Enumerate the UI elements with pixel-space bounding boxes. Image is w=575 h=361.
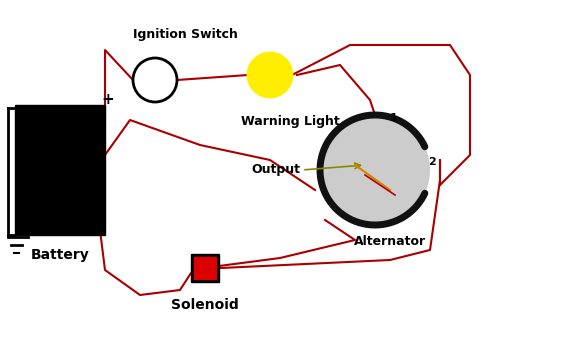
Circle shape bbox=[320, 115, 430, 225]
Text: Ignition Switch: Ignition Switch bbox=[133, 28, 237, 41]
Circle shape bbox=[248, 53, 292, 97]
Bar bbox=[15, 105, 105, 235]
Text: 2: 2 bbox=[428, 157, 436, 167]
Text: Battery: Battery bbox=[30, 248, 89, 262]
Text: Solenoid: Solenoid bbox=[171, 298, 239, 312]
Text: 1: 1 bbox=[390, 113, 398, 123]
Text: +: + bbox=[102, 92, 114, 108]
Bar bbox=[191, 254, 219, 282]
Text: Warning Light: Warning Light bbox=[240, 115, 339, 128]
Text: Output: Output bbox=[251, 164, 300, 177]
Text: Alternator: Alternator bbox=[354, 235, 426, 248]
Circle shape bbox=[133, 58, 177, 102]
Bar bbox=[194, 257, 216, 279]
